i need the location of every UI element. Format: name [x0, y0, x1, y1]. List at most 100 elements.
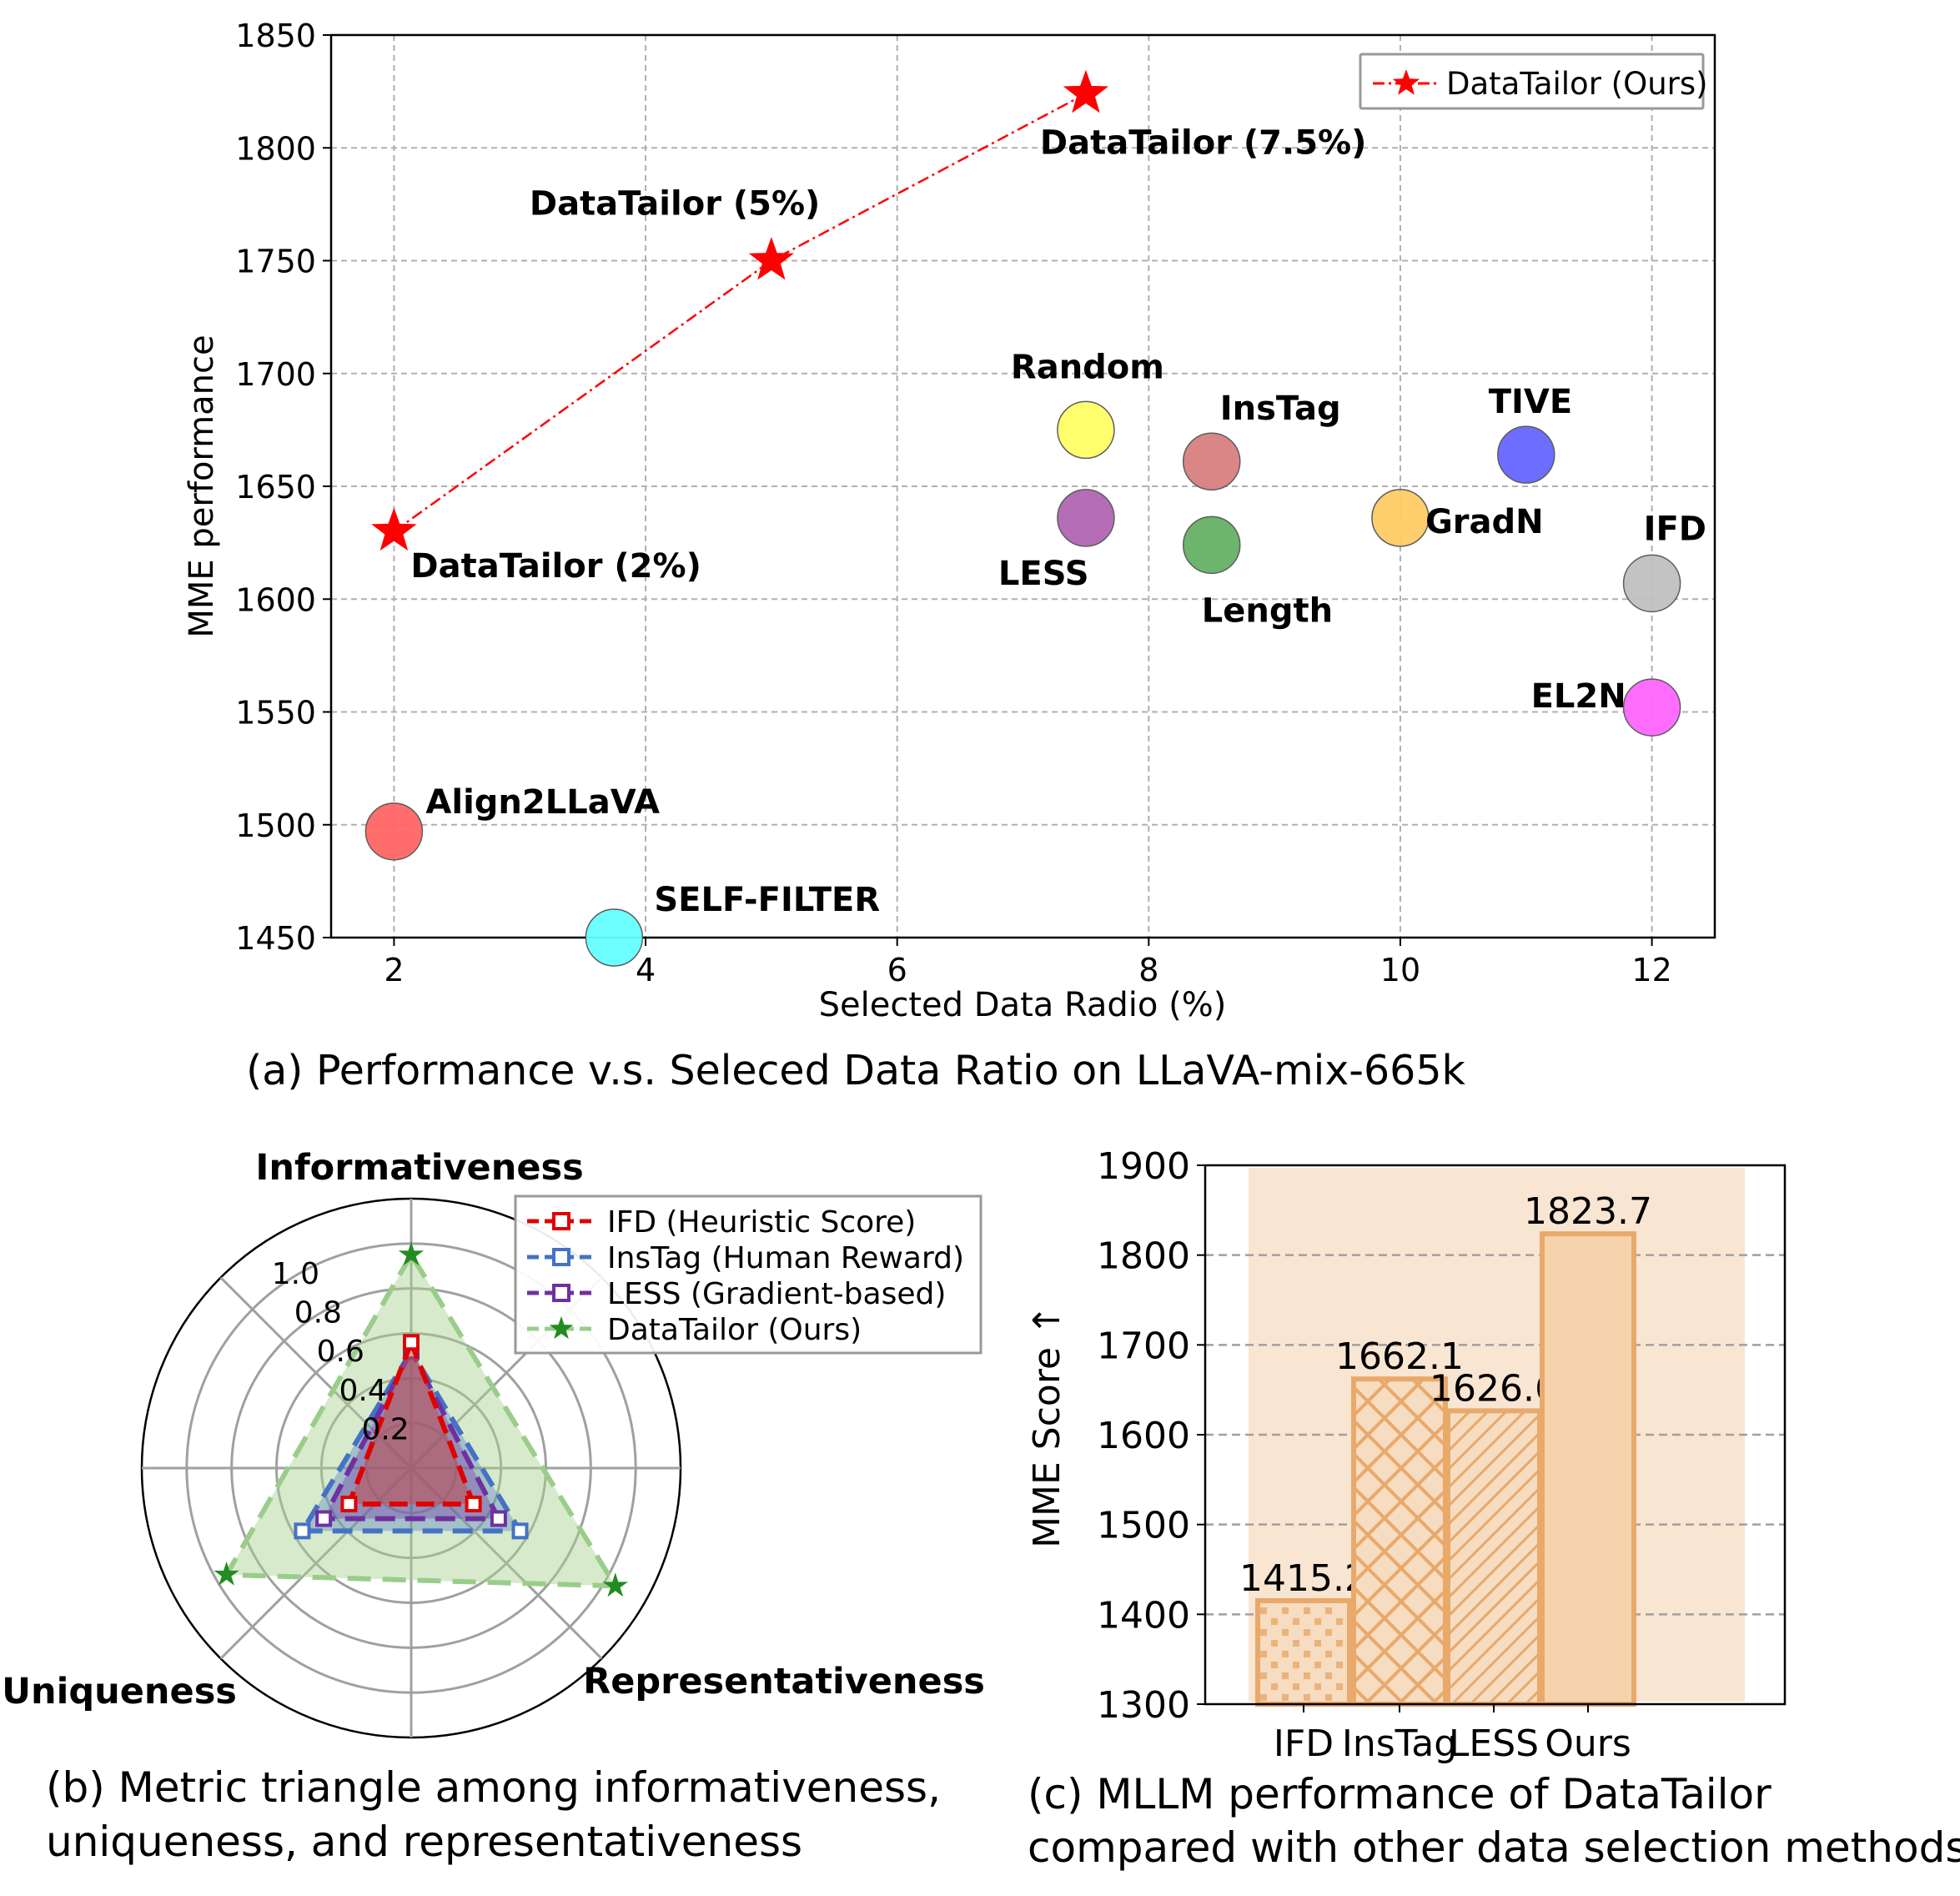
bar-less: [1445, 1408, 1542, 1707]
bar-category-label: InsTag: [1342, 1722, 1457, 1765]
x-tick-label: 10: [1380, 952, 1420, 988]
radar-axis-label-informativeness: Informativeness: [255, 1147, 583, 1189]
radar-marker-star: [398, 1241, 425, 1266]
scatter-x-axis-label: Selected Data Radio (%): [819, 986, 1227, 1024]
y-tick-label: 1850: [235, 18, 316, 54]
x-tick-label: 8: [1138, 952, 1158, 988]
square-marker-icon: [552, 1284, 570, 1302]
baseline-point-align2llava: [364, 802, 424, 861]
bar-value-label: 1626.6: [1430, 1367, 1558, 1410]
bar-value-label: 1415.2: [1239, 1557, 1368, 1600]
up-arrow-icon: ↑: [1026, 1305, 1068, 1335]
datatailor-point-star: [1063, 69, 1109, 113]
bar-value-label: 1662.1: [1335, 1335, 1464, 1378]
panel-c-caption-line2: compared with other data selection metho…: [1028, 1823, 1960, 1872]
bar-tick-labels: 1300 1400 1500 1600 1700 1800 1900 IFD InsTagLES…: [1097, 1145, 1631, 1765]
panel-b-caption-line2: uniqueness, and representativeness: [46, 1818, 802, 1866]
radar-marker-square: [294, 1522, 311, 1540]
datatailor-point-star: [748, 237, 794, 280]
bar-category-label: LESS: [1449, 1722, 1539, 1765]
scatter-gridlines: [331, 34, 1715, 938]
x-tick-label: 4: [636, 952, 656, 988]
datatailor-point-star: [371, 507, 417, 551]
radar-tick-label: 0.4: [339, 1374, 387, 1408]
x-tick-label: 12: [1631, 952, 1671, 988]
baseline-point-less: [1057, 489, 1115, 547]
baseline-point-random: [1057, 400, 1115, 460]
scatter-tick-labels: 2 4 6 8 10 12 1450 1500 1550 1600 1650 1700 1750 1800…: [235, 18, 1671, 988]
baseline-points: Random LESS InsTag Length GradN TIVE IFD EL2N Al…: [364, 348, 1706, 967]
x-tick-label: 2: [384, 952, 404, 988]
bar-y-axis-label-text: MME Score: [1026, 1347, 1068, 1548]
bar-y-tick-label: 1600: [1097, 1415, 1190, 1457]
baseline-point-gradn: [1371, 489, 1430, 547]
y-tick-label: 1700: [235, 356, 316, 393]
scatter-y-axis-label: MME performance: [183, 334, 221, 637]
radar-tick-label: 1.0: [272, 1257, 319, 1291]
baseline-point-ifd: [1622, 554, 1681, 613]
baseline-point-tive: [1497, 425, 1555, 484]
baseline-label-random: Random: [1011, 348, 1164, 386]
radar-legend-label: DataTailor (Ours): [607, 1313, 862, 1347]
radar-legend-box: [514, 1194, 983, 1355]
scatter-legend-box: [1359, 53, 1705, 110]
radar-tick-label: 0.8: [294, 1296, 342, 1330]
y-tick-label: 1500: [235, 807, 316, 844]
radar-tick-label: 0.2: [361, 1412, 409, 1446]
bar-ifd: [1255, 1597, 1352, 1707]
star-icon: [549, 1316, 574, 1340]
baseline-label-instag: InsTag: [1220, 390, 1341, 428]
y-tick-label: 1650: [235, 469, 316, 505]
radar-marker-square: [490, 1510, 507, 1527]
datatailor-point-label: DataTailor (5%): [530, 185, 820, 224]
scatter-legend-label: DataTailor (Ours): [1446, 66, 1708, 102]
datatailor-series: DataTailor (2%) DataTailor (5%) DataTailor…: [371, 69, 1366, 586]
radar-marker-square: [315, 1510, 333, 1527]
baseline-point-el2n: [1622, 678, 1681, 737]
radar-marker-star: [602, 1572, 628, 1597]
baseline-label-self-filter: SELF-FILTER: [654, 881, 880, 919]
scatter-chart: 2 4 6 8 10 12 1450 1500 1550 1600 1650 1700 1750 1800…: [183, 18, 1716, 1094]
datatailor-line: [393, 93, 1087, 533]
y-tick-label: 1800: [235, 130, 316, 167]
square-marker-icon: [552, 1212, 570, 1230]
x-tick-label: 6: [887, 952, 907, 988]
square-marker-icon: [552, 1248, 570, 1266]
baseline-label-ifd: IFD: [1644, 510, 1706, 548]
baseline-label-align2llava: Align2LLaVA: [425, 783, 660, 822]
radar-radial-tick-labels: 0.2 0.4 0.6 0.8 1.0: [272, 1257, 410, 1446]
scatter-legend-star-icon: [1392, 69, 1420, 95]
radar-marker-square: [340, 1496, 358, 1513]
radar-polygon-ifd: [345, 1335, 477, 1507]
bar-value-label: 1823.7: [1524, 1190, 1652, 1233]
y-tick-label: 1600: [235, 581, 316, 618]
baseline-label-el2n: EL2N: [1531, 677, 1626, 716]
radar-legend-label: InsTag (Human Reward): [607, 1241, 964, 1275]
panel-c-caption-line1: (c) MLLM performance of DataTailor: [1028, 1770, 1772, 1818]
bar-y-tick-label: 1800: [1097, 1235, 1190, 1278]
y-tick-label: 1450: [235, 920, 316, 957]
bar-y-tick-label: 1500: [1097, 1505, 1190, 1547]
baseline-label-length: Length: [1202, 591, 1333, 630]
star-icon: [1392, 69, 1420, 95]
radar-axis-label-uniqueness: Uniqueness: [2, 1671, 237, 1712]
radar-series: [214, 1241, 628, 1597]
panel-a-caption: (a) Performance v.s. Seleced Data Ratio …: [246, 1047, 1465, 1094]
radar-legend-label: LESS (Gradient-based): [607, 1277, 946, 1311]
baseline-label-less: LESS: [998, 555, 1089, 593]
baseline-point-self-filter: [585, 908, 644, 967]
bar-y-tick-label: 1900: [1097, 1145, 1190, 1188]
baseline-point-length: [1182, 515, 1241, 575]
radar-axis-label-representativeness: Representativeness: [583, 1661, 985, 1702]
radar-marker-square: [465, 1496, 482, 1513]
baseline-point-instag: [1182, 432, 1241, 490]
bar-y-tick-label: 1300: [1097, 1684, 1190, 1727]
y-tick-label: 1550: [235, 695, 316, 732]
y-tick-label: 1750: [235, 244, 316, 280]
bar-category-label: IFD: [1274, 1722, 1334, 1765]
bar-y-axis-label: MME Score ↑: [1026, 1305, 1068, 1548]
scatter-legend: DataTailor (Ours): [1359, 53, 1708, 110]
